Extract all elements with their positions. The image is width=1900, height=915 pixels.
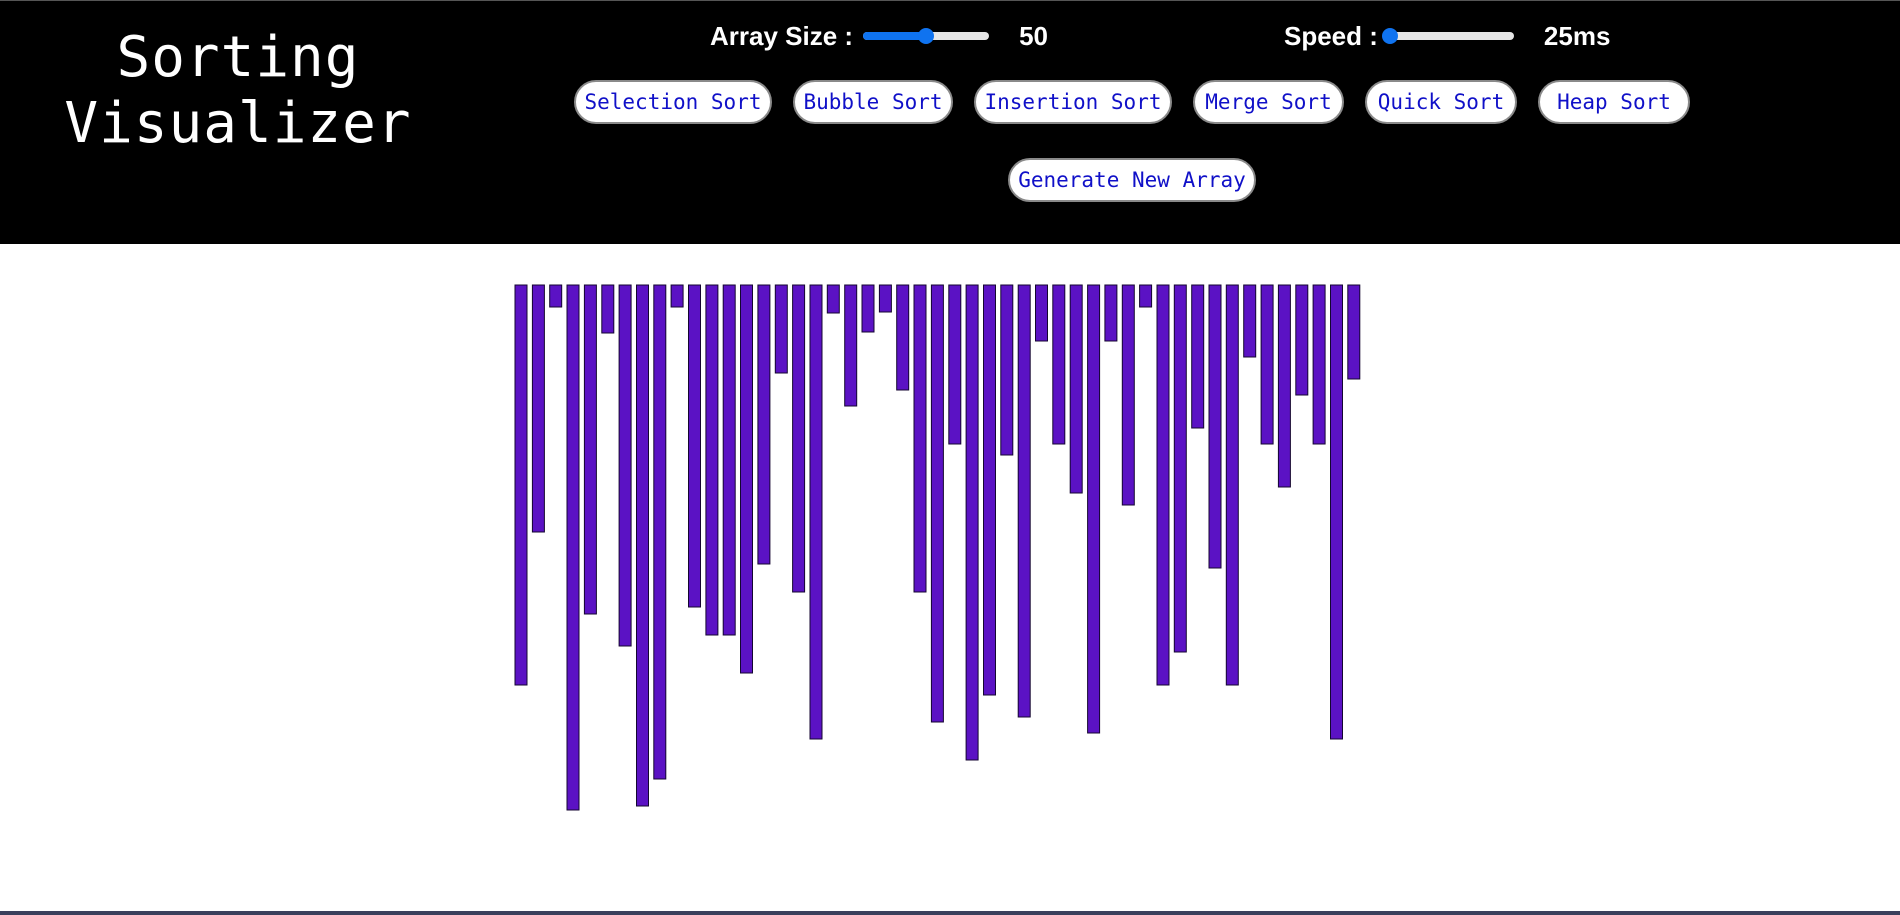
array-bar <box>965 284 979 761</box>
speed-slider[interactable] <box>1382 28 1514 44</box>
array-bar <box>1139 284 1153 308</box>
array-bar <box>618 284 632 647</box>
array-bar <box>705 284 719 636</box>
merge-sort-button[interactable]: Merge Sort <box>1193 80 1344 124</box>
array-size-label: Array Size : <box>710 20 854 51</box>
speed-label: Speed : <box>1284 20 1378 51</box>
array-bar <box>1191 284 1205 429</box>
array-size-control: Array Size : 50 <box>710 19 1048 53</box>
array-bar <box>688 284 701 608</box>
array-bar <box>1069 284 1083 494</box>
insertion-sort-button[interactable]: Insertion Sort <box>974 80 1172 124</box>
array-bar <box>1000 284 1014 456</box>
quick-sort-button[interactable]: Quick Sort <box>1365 80 1517 124</box>
array-bar <box>913 284 927 593</box>
array-bar <box>826 284 840 314</box>
array-bar <box>774 284 788 374</box>
array-bar <box>1295 284 1309 396</box>
speed-control: Speed : 25ms <box>1284 19 1610 53</box>
array-bar <box>1208 284 1222 569</box>
array-bar <box>930 284 944 723</box>
array-bar <box>1243 284 1257 358</box>
heap-sort-button[interactable]: Heap Sort <box>1538 80 1690 124</box>
array-bar <box>861 284 875 333</box>
array-bar <box>670 284 684 308</box>
array-bar <box>896 284 910 391</box>
array-bar <box>1156 284 1170 686</box>
array-bar <box>757 284 771 565</box>
speed-value: 25ms <box>1543 20 1611 51</box>
app-title: Sorting Visualizer <box>38 25 438 157</box>
array-bar <box>844 284 858 407</box>
app-title-line2: Visualizer <box>64 91 412 156</box>
app-title-line1: Sorting <box>116 25 360 90</box>
array-size-slider-thumb[interactable] <box>918 28 935 44</box>
array-bar <box>1035 284 1048 342</box>
array-bar <box>809 284 823 740</box>
array-bar <box>1052 284 1066 445</box>
array-bar <box>1347 284 1361 380</box>
array-bar <box>1087 284 1101 734</box>
array-size-value: 50 <box>1019 20 1048 51</box>
array-bar <box>653 284 667 780</box>
array-bar <box>1121 284 1135 506</box>
bottom-border <box>0 911 1900 915</box>
generate-new-array-button[interactable]: Generate New Array <box>1008 158 1256 202</box>
array-bar <box>601 284 615 334</box>
array-bar <box>531 284 545 533</box>
array-bar <box>549 284 563 308</box>
array-bar <box>1173 284 1187 653</box>
array-bar <box>1312 284 1326 445</box>
array-bar <box>948 284 962 445</box>
array-bar <box>1277 284 1291 488</box>
array-bar <box>566 284 580 811</box>
array-bar <box>1260 284 1274 445</box>
array-bar <box>514 284 528 686</box>
array-bar <box>983 284 996 696</box>
array-bar <box>583 284 597 615</box>
selection-sort-button[interactable]: Selection Sort <box>574 80 772 124</box>
array-bar <box>740 284 753 674</box>
array-bar <box>1104 284 1118 342</box>
array-bar <box>1017 284 1031 718</box>
speed-slider-thumb[interactable] <box>1382 28 1399 44</box>
bubble-sort-button[interactable]: Bubble Sort <box>793 80 953 124</box>
array-bar <box>1225 284 1239 686</box>
array-size-slider[interactable] <box>863 28 990 44</box>
array-bar <box>722 284 736 636</box>
header-bar: Sorting Visualizer Array Size : 50 Speed… <box>0 0 1900 244</box>
array-bar <box>636 284 649 807</box>
array-bar <box>792 284 806 593</box>
array-size-slider-fill <box>863 32 927 40</box>
array-bar <box>878 284 892 313</box>
array-bar <box>1330 284 1343 740</box>
